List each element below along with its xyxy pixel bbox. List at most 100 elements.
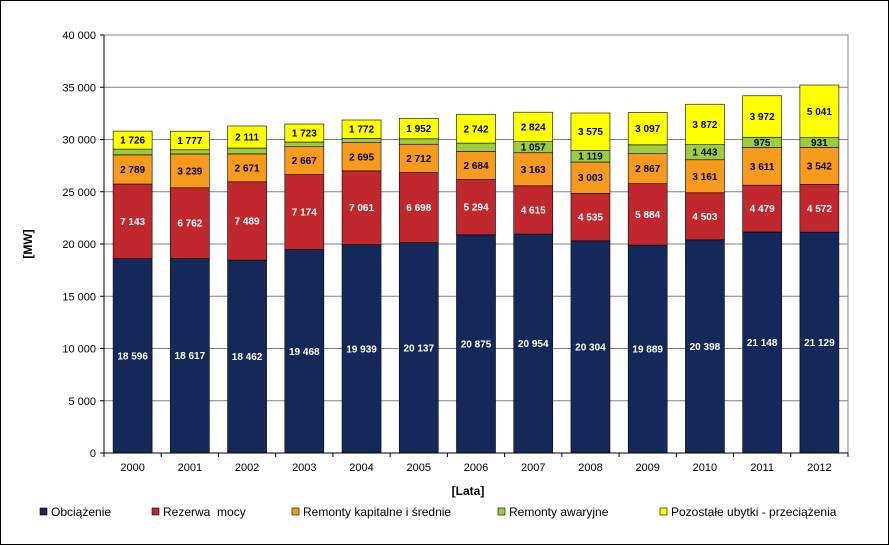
data-label: 1 777 bbox=[177, 136, 202, 147]
data-label: 20 954 bbox=[518, 339, 549, 350]
bar-segment bbox=[456, 234, 496, 454]
data-label: 20 137 bbox=[403, 343, 434, 354]
legend-swatch bbox=[659, 507, 668, 516]
bar-segment bbox=[456, 179, 496, 236]
bar-segment bbox=[627, 153, 668, 184]
bar-segment bbox=[284, 146, 325, 175]
bar-segment bbox=[170, 130, 210, 151]
bar-segment bbox=[456, 142, 496, 152]
y-tick-label: 15 000 bbox=[62, 291, 96, 303]
data-label: 2 695 bbox=[349, 152, 374, 163]
y-tick-label: 35 000 bbox=[62, 82, 96, 94]
x-tick-label: 2003 bbox=[292, 462, 316, 474]
bar-segment bbox=[398, 138, 439, 145]
data-label: 5 294 bbox=[463, 203, 488, 214]
legend: Obciążenie Rezerwa mocy Remonty kapitalne … bbox=[39, 505, 837, 519]
y-tick-label: 30 000 bbox=[62, 135, 96, 147]
data-label: 2 684 bbox=[463, 161, 488, 172]
data-label: 3 163 bbox=[521, 165, 546, 176]
x-axis-ticks: 2000 2001 2002 2003 2004 2005 2006 2007 2008 2009… bbox=[103, 453, 849, 474]
data-label: 20 304 bbox=[575, 342, 606, 353]
data-label: 3 611 bbox=[750, 162, 775, 173]
bar-segment bbox=[398, 118, 439, 140]
bar-segment bbox=[227, 153, 267, 183]
legend-label: Remonty awaryjne bbox=[509, 505, 609, 519]
data-label: 21 129 bbox=[804, 338, 835, 349]
bar-segment bbox=[284, 249, 325, 454]
bar-segment bbox=[742, 95, 782, 138]
bar-segment bbox=[513, 185, 554, 235]
bar-segment bbox=[570, 161, 611, 194]
legend-swatch bbox=[39, 507, 48, 516]
x-tick-label: 2009 bbox=[635, 462, 659, 474]
data-label: 2 111 bbox=[235, 133, 259, 144]
data-label: 2 789 bbox=[120, 165, 145, 176]
data-labels: 18 596 7 143 2 789 1 726 18 617 6 762 3 239 1 7… bbox=[117, 107, 835, 363]
x-tick-label: 2006 bbox=[464, 462, 488, 474]
data-label: 4 503 bbox=[692, 212, 717, 223]
legend-label: Obciążenie bbox=[51, 505, 111, 519]
bar-segment bbox=[398, 242, 439, 454]
bar-segment bbox=[742, 147, 782, 186]
bar-segment bbox=[227, 125, 267, 149]
bar-segment bbox=[627, 112, 668, 146]
data-label: 7 174 bbox=[292, 208, 317, 219]
data-label: 2 742 bbox=[463, 124, 488, 135]
data-label: 18 462 bbox=[232, 352, 263, 363]
bar-segment bbox=[341, 119, 382, 139]
data-label: 1 726 bbox=[120, 136, 145, 147]
x-tick-label: 2010 bbox=[693, 462, 717, 474]
x-tick-label: 2005 bbox=[407, 462, 431, 474]
bar-segment bbox=[685, 192, 725, 241]
bar-segment bbox=[513, 111, 554, 143]
bar-segment bbox=[112, 183, 153, 259]
y-tick-label: 0 bbox=[90, 448, 96, 460]
bar-segment bbox=[341, 142, 382, 172]
bar-segment bbox=[513, 152, 554, 187]
x-tick-label: 2002 bbox=[235, 462, 259, 474]
x-tick-label: 2007 bbox=[521, 462, 545, 474]
y-axis-title: [MW] bbox=[21, 229, 35, 258]
data-label: 7 143 bbox=[120, 217, 145, 228]
data-label: 3 239 bbox=[177, 166, 202, 177]
data-label: 1 723 bbox=[292, 129, 317, 140]
data-label: 5 041 bbox=[807, 107, 832, 118]
bar-segment bbox=[112, 258, 153, 454]
data-label: 2 712 bbox=[406, 154, 431, 165]
data-label: 7 489 bbox=[235, 216, 260, 227]
data-label: 6 698 bbox=[406, 203, 431, 214]
data-label: 1 057 bbox=[521, 143, 546, 154]
data-label: 19 468 bbox=[289, 347, 320, 358]
bar-segment bbox=[284, 141, 325, 148]
data-label: 19 889 bbox=[632, 345, 663, 356]
bar-segment bbox=[341, 170, 382, 245]
bar-segment bbox=[112, 130, 153, 150]
y-tick-label: 40 000 bbox=[62, 30, 96, 42]
x-tick-label: 2008 bbox=[578, 462, 602, 474]
x-tick-label: 2004 bbox=[349, 462, 373, 474]
bar-segment bbox=[456, 151, 496, 180]
x-tick-label: 2012 bbox=[807, 462, 831, 474]
x-tick-label: 2000 bbox=[120, 462, 144, 474]
data-label: 975 bbox=[754, 138, 771, 149]
data-label: 18 617 bbox=[175, 351, 206, 362]
bar-segment bbox=[227, 259, 267, 454]
bar-segment bbox=[627, 244, 668, 454]
data-label: 3 097 bbox=[635, 124, 660, 135]
bar-segment bbox=[627, 183, 668, 246]
data-label: 3 161 bbox=[692, 172, 717, 183]
y-tick-label: 25 000 bbox=[62, 187, 96, 199]
bar-segment bbox=[341, 138, 382, 143]
bar-segment bbox=[227, 147, 267, 155]
y-axis-ticks: 0 5 000 10 000 15 000 20 000 25 000 30 000 35 0… bbox=[62, 30, 104, 460]
data-label: 1 772 bbox=[349, 125, 374, 136]
bar-segment bbox=[742, 231, 782, 454]
data-label: 4 479 bbox=[750, 204, 775, 215]
bar-segment bbox=[398, 172, 439, 243]
data-label: 3 972 bbox=[750, 112, 775, 123]
bar-segment bbox=[284, 123, 325, 143]
bar-segment bbox=[685, 103, 725, 145]
data-label: 21 148 bbox=[747, 338, 778, 349]
data-label: 1 443 bbox=[692, 148, 717, 159]
